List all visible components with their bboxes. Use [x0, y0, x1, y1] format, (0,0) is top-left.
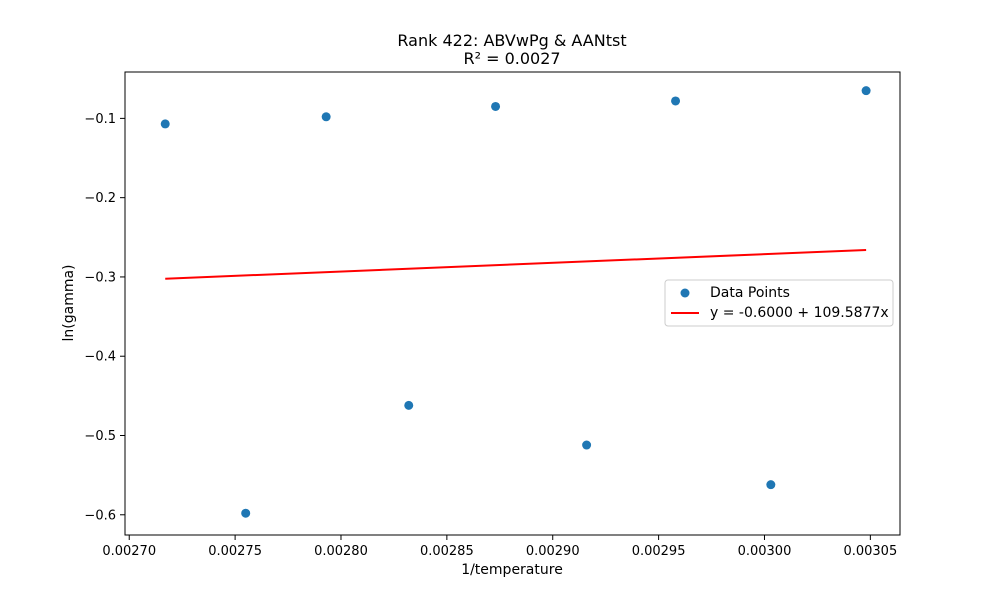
- data-point: [491, 101, 501, 111]
- x-tick-label: 0.00300: [738, 544, 792, 559]
- x-axis-label: 1/temperature: [461, 562, 563, 578]
- y-axis: −0.6 −0.5 −0.4 −0.3 −0.2 −0.1: [84, 112, 125, 523]
- fit-line: [165, 248, 867, 280]
- x-tick-label: 0.00280: [314, 544, 368, 559]
- data-point: [321, 112, 331, 122]
- data-point: [671, 96, 681, 106]
- y-tick-label: −0.4: [84, 350, 116, 365]
- y-tick-label: −0.2: [84, 191, 116, 206]
- y-tick-label: −0.5: [84, 429, 116, 444]
- data-point: [404, 400, 414, 410]
- y-axis-label: ln(gamma): [61, 264, 77, 341]
- x-tick-label: 0.00275: [208, 544, 262, 559]
- plot-area: [160, 86, 871, 518]
- y-tick-label: −0.1: [84, 112, 116, 127]
- legend-label-fit-line: y = -0.6000 + 109.5877x: [710, 305, 889, 321]
- data-point: [582, 440, 592, 450]
- x-tick-label: 0.00290: [526, 544, 580, 559]
- legend-marker-data-points: [680, 288, 690, 298]
- legend: Data Points y = -0.6000 + 109.5877x: [664, 279, 894, 327]
- chart-title: Rank 422: ABVwPg & AANtst: [397, 31, 626, 50]
- data-point: [160, 119, 170, 129]
- x-tick-label: 0.00295: [632, 544, 686, 559]
- x-tick-label: 0.00305: [843, 544, 897, 559]
- legend-box: [664, 279, 894, 327]
- y-tick-label: −0.3: [84, 270, 116, 285]
- data-point: [861, 86, 871, 96]
- axes-frame: [124, 71, 901, 536]
- data-point: [766, 480, 776, 490]
- x-tick-label: 0.00270: [102, 544, 156, 559]
- data-point: [241, 508, 251, 518]
- legend-label-data-points: Data Points: [710, 285, 790, 301]
- x-tick-label: 0.00285: [420, 544, 474, 559]
- x-axis: 0.00270 0.00275 0.00280 0.00285 0.00290 0.002…: [102, 535, 897, 559]
- y-tick-label: −0.6: [84, 508, 116, 523]
- chart-subtitle: R² = 0.0027: [463, 49, 560, 68]
